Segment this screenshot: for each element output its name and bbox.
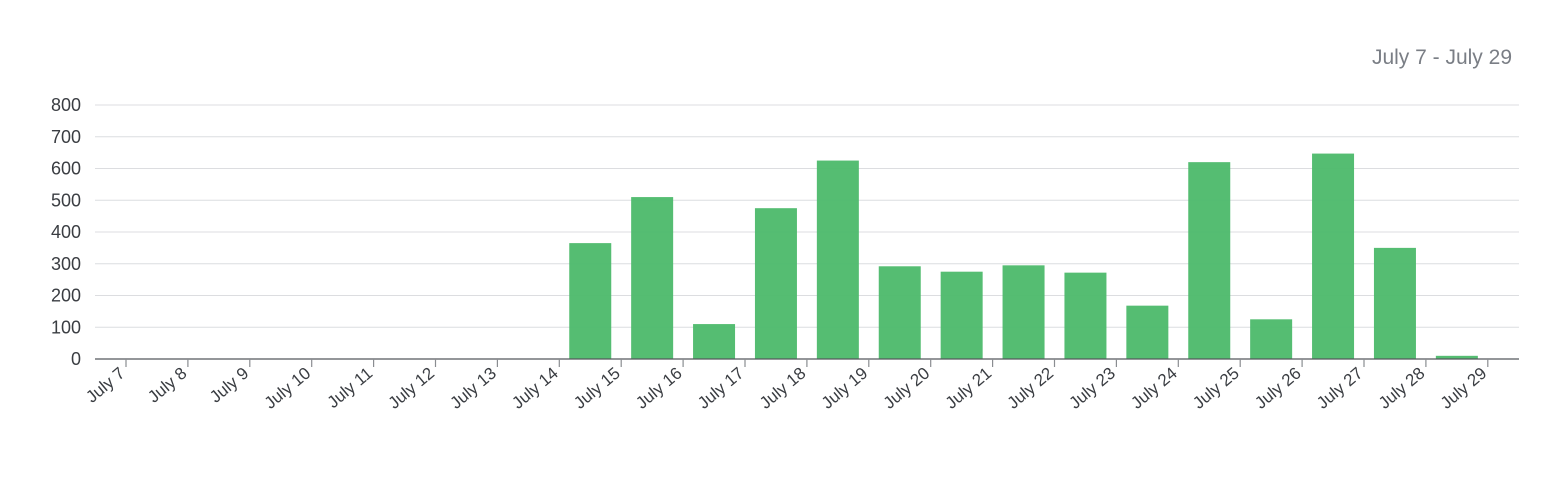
- x-tick-label: July 16: [632, 364, 685, 413]
- x-tick-label: July 15: [570, 364, 623, 413]
- x-tick-label: July 17: [694, 364, 747, 413]
- x-tick-label: July 22: [1004, 364, 1057, 413]
- x-tick-label: July 27: [1313, 364, 1366, 413]
- y-tick-label: 100: [51, 317, 81, 337]
- bar: [1435, 355, 1478, 359]
- y-tick-label: 500: [51, 190, 81, 210]
- bar: [1373, 247, 1416, 359]
- y-tick-label: 600: [51, 159, 81, 179]
- bar: [754, 208, 797, 359]
- x-axis-tick-labels: July 7 July 8 July 9 July 10 July 11 July 12 J…: [82, 364, 1490, 413]
- bar: [1126, 305, 1169, 359]
- x-tick-label: July 11: [324, 364, 377, 412]
- x-tick-label: July 28: [1375, 364, 1428, 413]
- bar: [631, 197, 674, 359]
- y-tick-label: 0: [71, 349, 81, 369]
- x-tick-label: July 7: [82, 364, 128, 407]
- x-tick-label: July 8: [144, 364, 190, 407]
- bar: [1312, 153, 1355, 359]
- x-tick-label: July 9: [206, 364, 252, 407]
- x-tick-label: July 12: [385, 364, 438, 413]
- x-tick-label: July 13: [446, 364, 499, 413]
- bar: [816, 160, 859, 359]
- bar: [1188, 162, 1231, 359]
- x-tick-label: July 24: [1127, 364, 1180, 413]
- date-range-label: July 7 - July 29: [1371, 46, 1512, 69]
- y-axis-tick-labels: 0 100 200 300 400 500 600 700 800: [51, 95, 81, 369]
- x-tick-label: July 20: [880, 364, 933, 413]
- grid-lines: [95, 104, 1519, 328]
- bar: [878, 266, 921, 359]
- bar: [940, 271, 983, 359]
- bar: [569, 243, 612, 359]
- y-tick-label: 400: [51, 222, 81, 242]
- bar: [1064, 272, 1107, 359]
- x-tick-label: July 23: [1065, 364, 1118, 413]
- y-tick-label: 800: [51, 95, 81, 115]
- bar: [1002, 265, 1045, 359]
- x-axis: [95, 358, 1519, 367]
- x-tick-label: July 21: [942, 364, 995, 413]
- y-tick-label: 700: [51, 127, 81, 147]
- bars: [569, 153, 1478, 359]
- x-tick-label: July 25: [1189, 364, 1242, 413]
- bar: [1250, 319, 1293, 359]
- y-tick-label: 200: [51, 286, 81, 306]
- x-tick-label: July 10: [261, 364, 314, 413]
- x-tick-label: July 18: [756, 364, 809, 413]
- x-tick-label: July 14: [508, 364, 561, 413]
- x-tick-label: July 29: [1437, 364, 1490, 413]
- bar: [693, 324, 736, 359]
- x-tick-label: July 26: [1251, 364, 1304, 413]
- x-tick-label: July 19: [818, 364, 871, 413]
- y-tick-label: 300: [51, 254, 81, 274]
